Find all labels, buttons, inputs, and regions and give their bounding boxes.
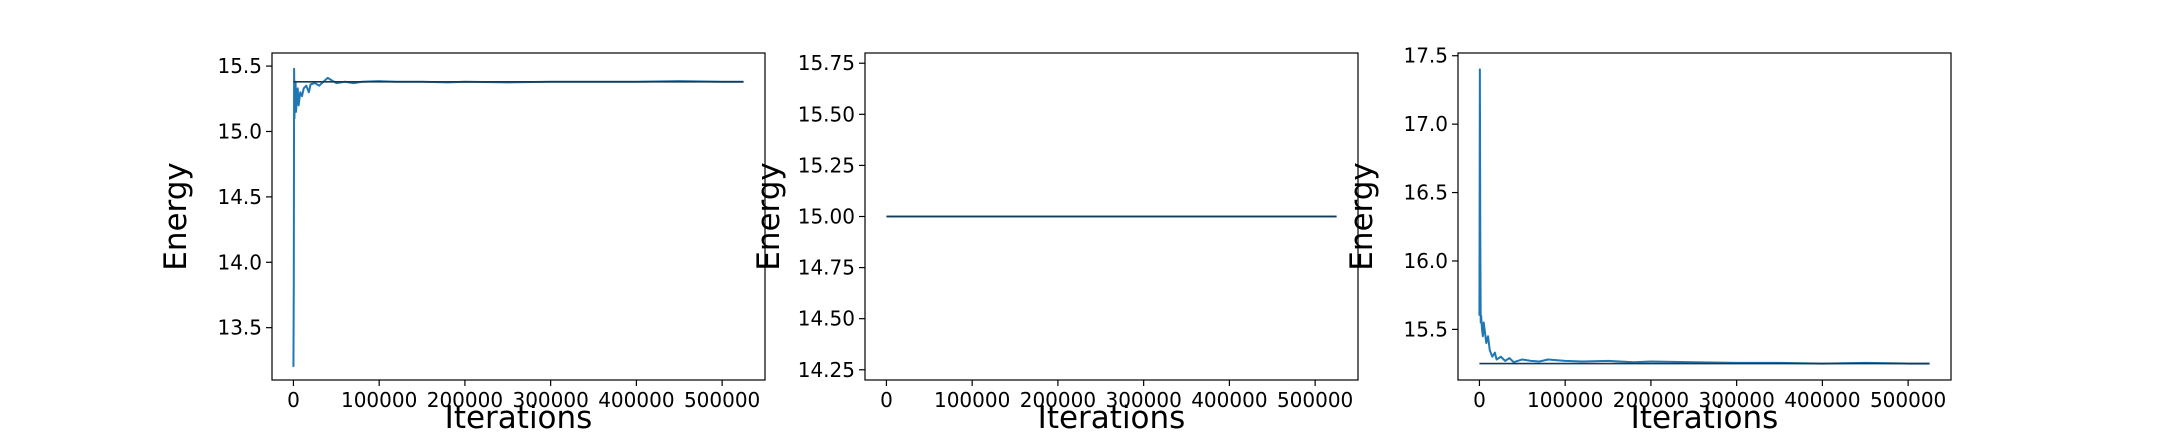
y-axis-label: Energy [158,162,194,271]
y-tick-label: 15.5 [217,54,262,78]
chart-panel-2: 0 100000 200000 300000 400000 500000 14.25 14.5… [751,51,1359,432]
x-tick-label: 400000 [598,388,674,412]
y-axis-label: Energy [751,162,787,271]
x-tick-label: 300000 [512,388,588,412]
series-line-1 [1478,68,1930,365]
axes-frame [1457,52,1952,381]
x-axis-label: Iterations [1038,400,1186,432]
x-tick-label: 0 [880,388,893,412]
x-tick-label: 200000 [427,388,503,412]
x-tick-label: 400000 [1784,388,1860,412]
x-tick-label: 0 [287,388,300,412]
x-tick-label: 400000 [1191,388,1267,412]
y-tick-label: 15.50 [798,102,855,126]
y-tick-label: 17.0 [1403,112,1448,136]
x-axis-label: Iterations [1631,400,1779,432]
y-tick-label: 15.25 [798,153,855,177]
y-tick-label: 15.0 [217,119,262,143]
plot-area [292,67,744,367]
y-tick-label: 14.50 [798,307,855,331]
y-tick-label: 14.75 [798,256,855,280]
x-tick-label: 500000 [1870,388,1946,412]
y-tick-label: 13.5 [217,316,262,340]
axes-frame [271,52,766,381]
x-tick-label: 100000 [341,388,417,412]
x-tick-label: 500000 [684,388,760,412]
y-tick-label: 16.5 [1403,181,1448,205]
x-tick-label: 200000 [1613,388,1689,412]
y-tick-label: 14.0 [217,250,262,274]
x-tick-label: 200000 [1020,388,1096,412]
y-tick-label: 15.75 [798,51,855,75]
y-tick-label: 14.5 [217,185,262,209]
plot-area [1478,68,1930,365]
chart-panel-3: 0 100000 200000 300000 400000 500000 15.5 16.0 1… [1344,44,1952,432]
y-tick-label: 14.25 [798,358,855,382]
x-tick-label: 300000 [1698,388,1774,412]
chart-panel-1: 0 100000 200000 300000 400000 500000 13.5 14.0 1… [158,52,766,432]
series-line-1 [292,67,744,367]
y-axis-label: Energy [1344,162,1380,271]
x-tick-label: 300000 [1105,388,1181,412]
x-tick-label: 100000 [1527,388,1603,412]
y-tick-label: 16.0 [1403,249,1448,273]
y-tick-label: 15.00 [798,205,855,229]
x-tick-label: 500000 [1277,388,1353,412]
y-tick-label: 17.5 [1403,44,1448,68]
y-tick-label: 15.5 [1403,317,1448,341]
x-axis-label: Iterations [445,400,593,432]
x-tick-label: 100000 [934,388,1010,412]
x-tick-label: 0 [1473,388,1486,412]
